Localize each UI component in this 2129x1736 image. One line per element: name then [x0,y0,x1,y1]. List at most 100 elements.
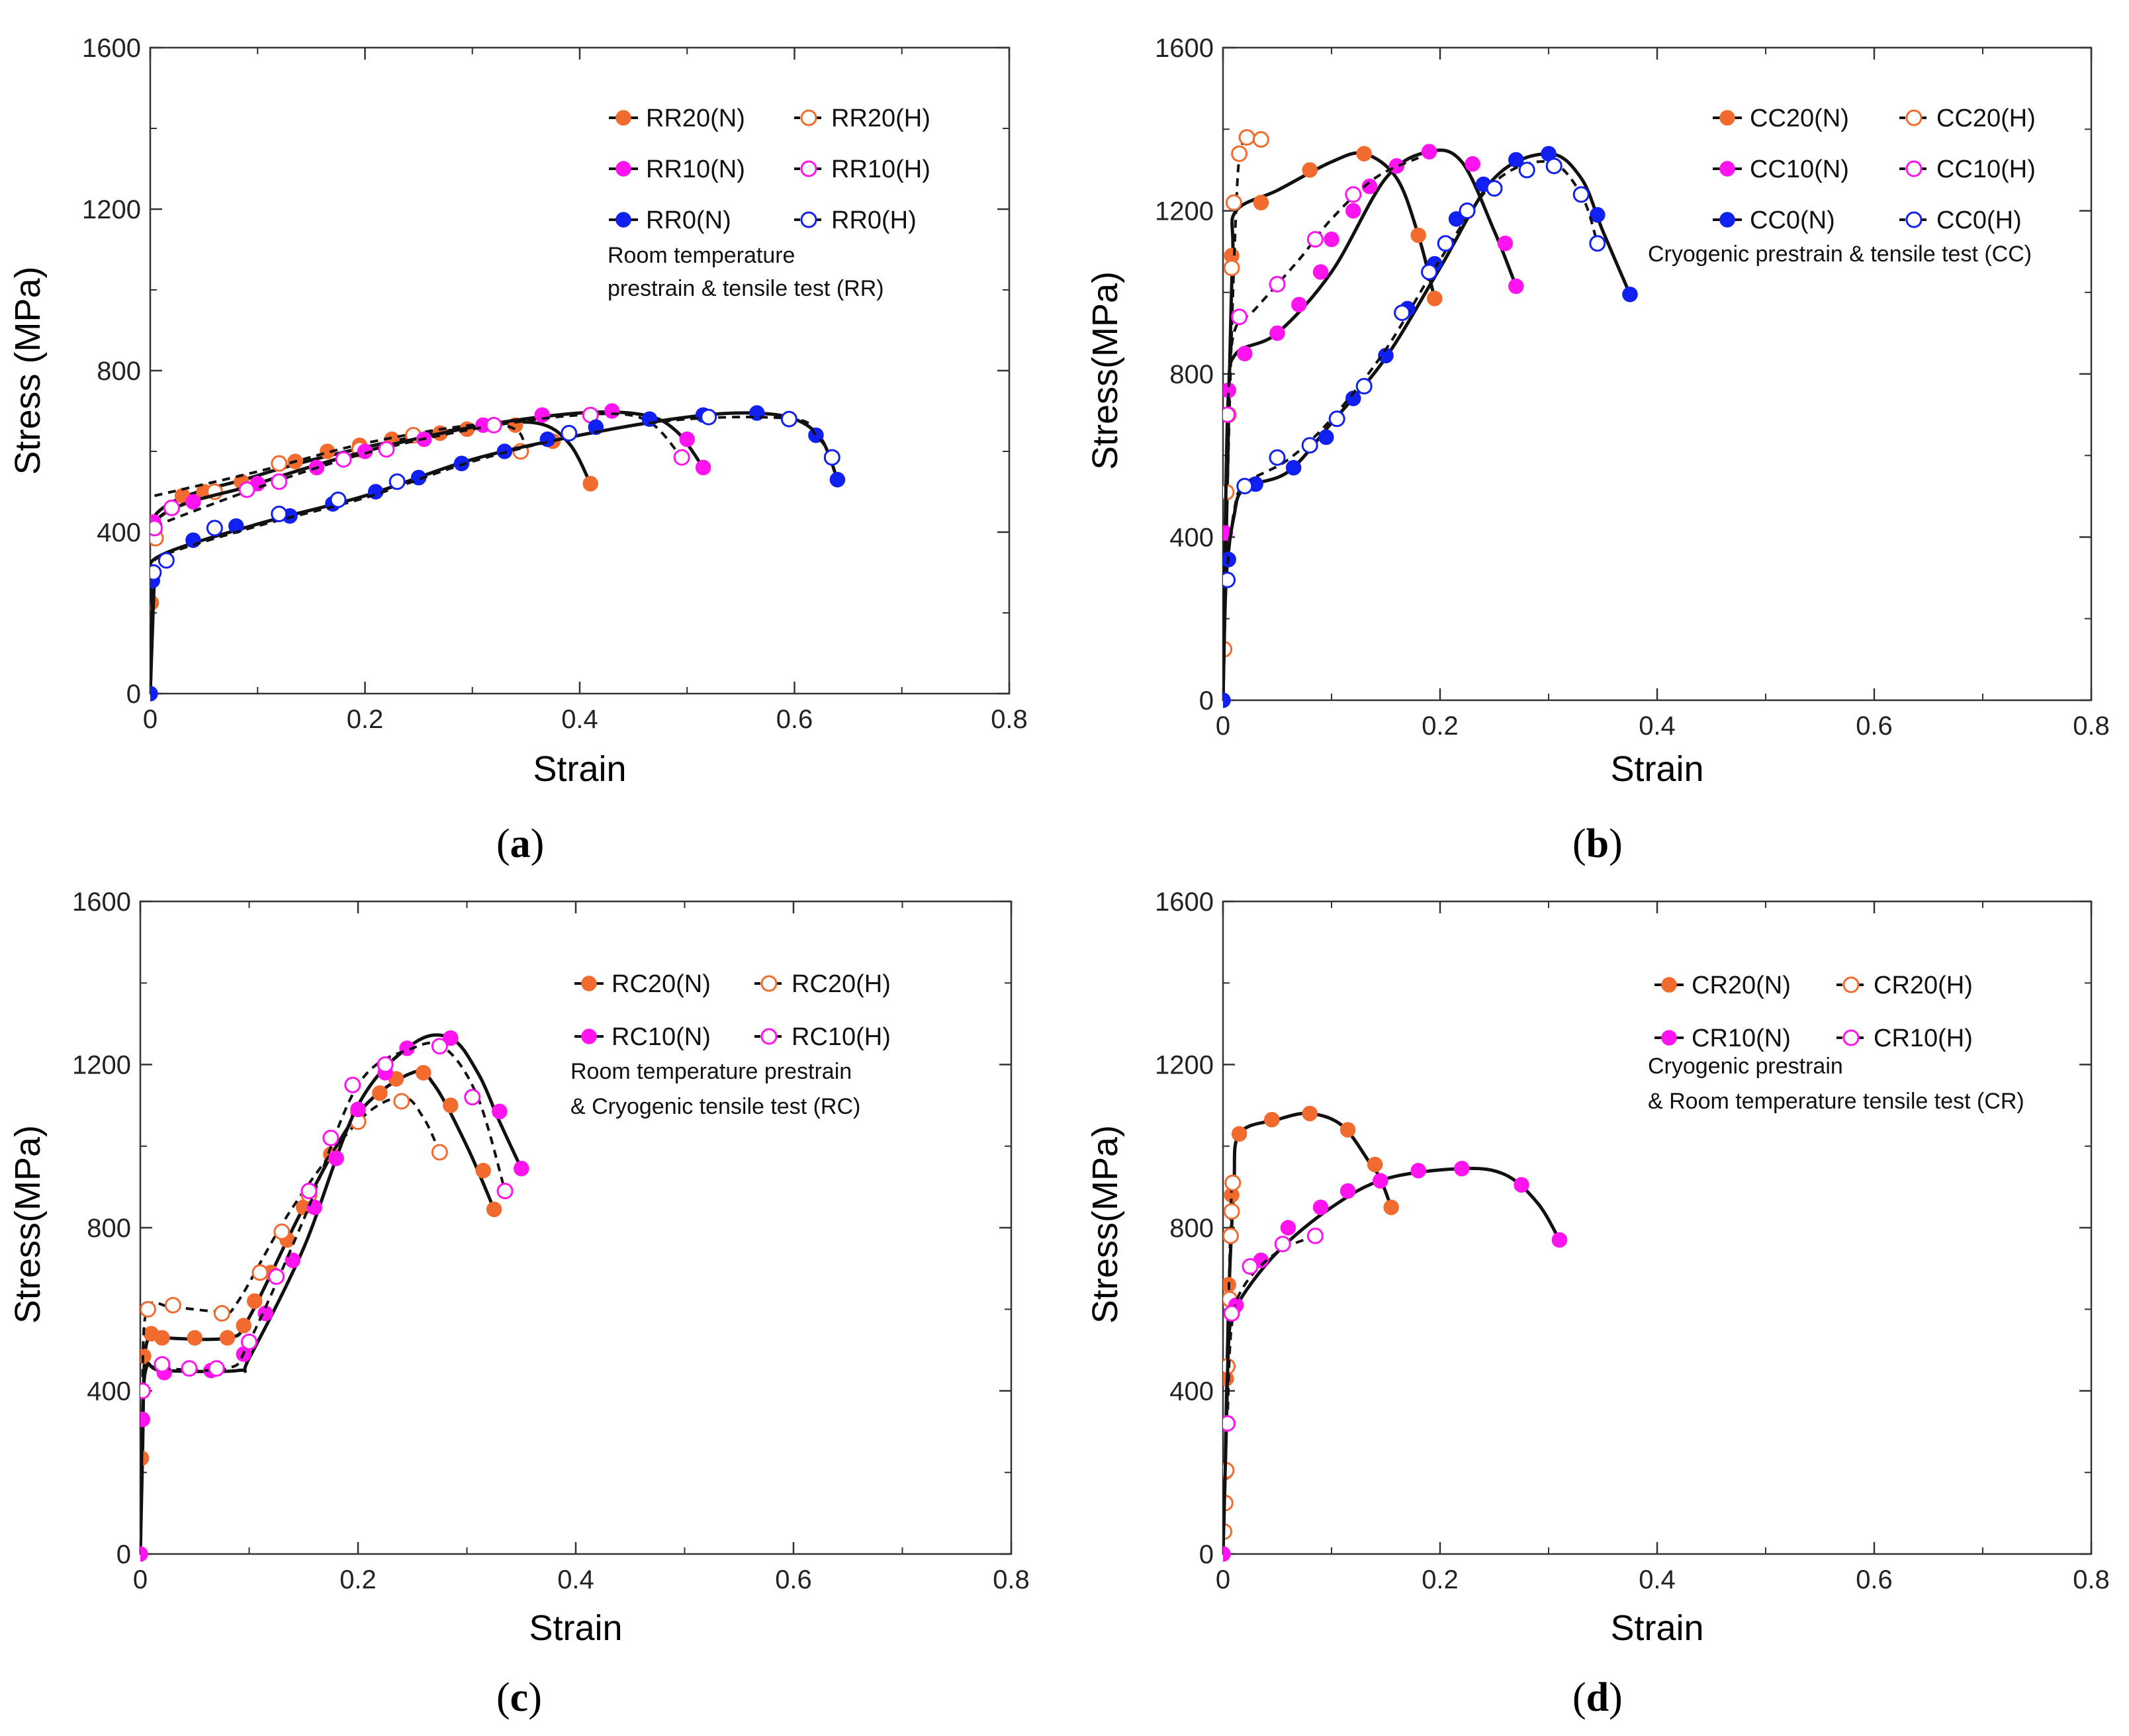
curve-rc20-n [140,1069,496,1555]
marker-rr10-h [485,416,502,434]
legend-label-rc20-h: RC20(H) [792,970,891,998]
marker-rc20-n [187,1330,203,1346]
y-tick-label-c: 0 [116,1540,131,1569]
y-tick-label-c: 400 [87,1377,131,1406]
x-tick-label-d: 0.8 [2073,1565,2110,1594]
marker-rr0-h [561,425,578,442]
marker-rc20-n [443,1097,459,1113]
marker-cc10-n [1497,236,1514,251]
y-tick-label-c: 800 [87,1214,131,1243]
annotation-text-a: prestrain & tensile test (RR) [608,276,884,301]
marker-rr0-h [780,410,797,428]
x-tick-label-c: 0.6 [775,1565,812,1594]
chart-a-svg: 0 0.2 0.4 0.6 0.8 0 400 800 1200 1600 Strain Stress… [8,34,1028,789]
marker-rc10-n [443,1030,459,1046]
marker-rr20-h [271,455,288,472]
legend-label-cr20-n: CR20(N) [1692,972,1791,999]
legend-marker-cc0-h [1905,211,1923,228]
marker-rc20-h [393,1093,410,1110]
legend-label-cr20-h: CR20(H) [1874,972,1973,999]
series-rr0-n [150,405,846,702]
marker-cc10-h [1269,275,1286,293]
caption-c-letter: c [510,1675,529,1720]
marker-rc20-n [486,1201,502,1218]
marker-rc20-n [372,1085,388,1101]
marker-cr10-n [1280,1220,1296,1236]
marker-rc10-n [350,1101,366,1118]
series-cc10-h [1223,156,1420,424]
marker-rr0-h [700,408,717,426]
marker-rr10-n [185,494,201,510]
legend-entry-cc20-n: CC20(N) [1713,105,1849,132]
legend-label-cc0-n: CC0(N) [1750,206,1835,234]
y-tick-label-a: 0 [126,680,141,709]
marker-rc10-h [154,1355,171,1373]
marker-cc0-n [1448,211,1465,227]
series-rr0-h [150,408,840,581]
marker-rr10-h [163,499,180,516]
x-tick-label-b: 0.2 [1422,711,1459,741]
curve-cr10-h [1226,1234,1316,1424]
legend-marker-rc20-h [760,975,778,992]
marker-cc20-n [1356,146,1372,161]
annotation-text-d: Cryogenic prestrain [1648,1054,1843,1079]
panel-c: 0 0.2 0.4 0.6 0.8 0 400 800 1200 1600 Strain Stress… [0,867,1064,1736]
legend-entry-rc20-h: RC20(H) [754,970,891,998]
x-tick-label-c: 0.2 [340,1565,377,1594]
marker-cc20-h [1223,259,1240,277]
marker-cc10-h [1223,406,1236,424]
caption-b: (b) [1572,821,1623,866]
legend-marker-cr20-n [1661,977,1677,993]
marker-cr10-h [1274,1236,1291,1253]
marker-cc0-h [1394,304,1411,322]
legend-entry-cc0-n: CC0(N) [1713,206,1835,234]
series-cc0-n [1223,146,1638,708]
legend-entry-cr10-h: CR10(H) [1836,1025,1973,1052]
legend-label-rr10-h: RR10(H) [831,156,930,183]
y-tick-label-d: 1200 [1155,1051,1214,1080]
marker-cc0-h [1223,571,1236,588]
legend-entry-cc10-n: CC10(N) [1713,156,1849,183]
y-tick-label-a: 1600 [82,34,141,63]
marker-rr0-h [150,564,162,581]
y-tick-label-c: 1600 [72,888,131,917]
x-tick-label-c: 0 [133,1565,148,1594]
marker-rr10-h [673,449,690,466]
legend-entry-rc10-h: RC10(H) [754,1023,891,1051]
marker-cc10-n [1324,231,1339,248]
marker-cr20-n [1302,1105,1318,1122]
marker-cc0-n [1622,287,1638,302]
annotation-text-c: & Cryogenic tensile test (RC) [570,1094,860,1119]
legend-marker-cr20-h [1842,976,1860,993]
x-tick-label-d: 0.2 [1422,1565,1459,1594]
marker-rc10-n [492,1103,508,1120]
x-tick-label-a: 0.8 [991,705,1028,734]
legend-label-cc20-h: CC20(H) [1936,105,2036,132]
marker-rc20-h [213,1304,230,1322]
legend-marker-rr0-n [615,212,631,228]
marker-rc20-n [219,1330,236,1346]
marker-rr10-h [335,451,352,468]
x-axis-label-a: Strain [533,749,626,789]
marker-cc0-h [1301,437,1318,454]
marker-cc20-n [1410,227,1426,244]
marker-rc10-n [514,1160,529,1177]
x-tick-label-b: 0 [1216,711,1230,741]
marker-rc20-h [164,1297,181,1314]
series-rr10-h [150,406,690,537]
legend-label-rr10-n: RR10(N) [646,156,745,183]
marker-rr0-h [206,520,223,537]
marker-rc10-h [344,1076,361,1093]
marker-rr10-h [378,441,395,458]
marker-rr10-n [534,407,550,423]
legend-entry-cc0-h: CC0(H) [1899,206,2022,234]
marker-rc20-h [251,1264,269,1281]
marker-rc10-h [181,1360,198,1377]
series-cr10-h [1223,1227,1324,1432]
marker-cr10-h [1223,1415,1236,1432]
marker-cc10-h [1306,231,1324,248]
marker-cc0-h [1355,377,1373,394]
marker-rc20-n [154,1330,170,1346]
legend-label-cr10-n: CR10(N) [1692,1025,1791,1052]
x-tick-label-b: 0.6 [1856,711,1893,741]
